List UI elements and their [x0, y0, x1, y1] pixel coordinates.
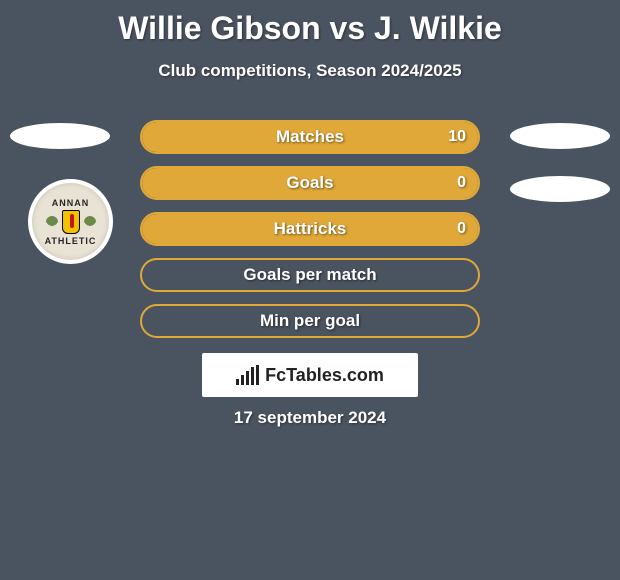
bar-value: 0 — [457, 214, 466, 244]
shield-icon — [62, 210, 80, 234]
avatar-placeholder-right-2 — [510, 176, 610, 202]
date-text: 17 september 2024 — [0, 408, 620, 428]
club-badge-bottom-text: ATHLETIC — [45, 236, 97, 246]
brand-text: FcTables.com — [265, 365, 384, 386]
barchart-icon — [236, 365, 259, 385]
club-badge: ANNAN ATHLETIC — [28, 179, 113, 264]
avatar-placeholder-left — [10, 123, 110, 149]
club-badge-top-text: ANNAN — [52, 198, 90, 208]
bar-row-matches: Matches 10 — [140, 120, 480, 154]
fctables-logo: FcTables.com — [202, 353, 418, 397]
bar-value: 10 — [448, 122, 466, 152]
bar-label: Min per goal — [142, 306, 478, 336]
bar-row-min-per-goal: Min per goal — [140, 304, 480, 338]
bar-label: Goals per match — [142, 260, 478, 290]
bar-value: 0 — [457, 168, 466, 198]
club-badge-shield-wrap — [46, 210, 96, 234]
page-subtitle: Club competitions, Season 2024/2025 — [0, 61, 620, 81]
bar-row-hattricks: Hattricks 0 — [140, 212, 480, 246]
thistle-icon — [84, 216, 96, 228]
avatar-placeholder-right-1 — [510, 123, 610, 149]
bar-label: Hattricks — [142, 214, 478, 244]
bar-label: Matches — [142, 122, 478, 152]
thistle-icon — [46, 216, 58, 228]
comparison-bars: Matches 10 Goals 0 Hattricks 0 Goals per… — [140, 120, 480, 350]
page-root: Willie Gibson vs J. Wilkie Club competit… — [0, 0, 620, 580]
bar-row-goals: Goals 0 — [140, 166, 480, 200]
bar-row-goals-per-match: Goals per match — [140, 258, 480, 292]
bar-label: Goals — [142, 168, 478, 198]
page-title: Willie Gibson vs J. Wilkie — [0, 0, 620, 47]
